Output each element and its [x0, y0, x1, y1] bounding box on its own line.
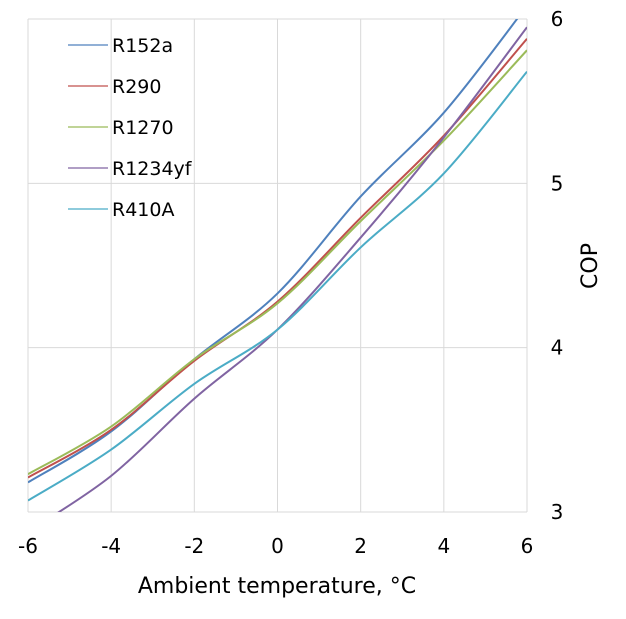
- legend-label: R290: [112, 76, 161, 98]
- y-tick-label: 3: [551, 500, 564, 524]
- series-line-r410a: [28, 70, 527, 502]
- series-line-r290: [28, 38, 527, 479]
- x-tick-labels: -6 -4 -2 0 2 4 6: [18, 534, 533, 558]
- legend-item-r410a: R410A: [68, 199, 174, 221]
- legend-label: R1234yf: [112, 158, 193, 180]
- x-tick-label: 6: [521, 534, 534, 558]
- x-tick-label: -6: [18, 534, 38, 558]
- legend: R152a R290 R1270 R1234yf R410A: [68, 35, 193, 221]
- legend-item-r290: R290: [68, 76, 161, 98]
- y-tick-label: 6: [551, 7, 564, 31]
- x-tick-label: 4: [437, 534, 450, 558]
- y-tick-labels: 3 4 5 6: [551, 7, 564, 524]
- legend-label: R410A: [112, 199, 174, 221]
- legend-label: R1270: [112, 117, 174, 139]
- legend-label: R152a: [112, 35, 173, 57]
- legend-item-r1270: R1270: [68, 117, 174, 139]
- x-tick-label: 0: [271, 534, 284, 558]
- series-lines: [28, 19, 527, 512]
- x-tick-label: -4: [101, 534, 121, 558]
- legend-item-r152a: R152a: [68, 35, 173, 57]
- y-tick-label: 5: [551, 171, 564, 195]
- x-tick-label: -2: [184, 534, 204, 558]
- x-tick-label: 2: [354, 534, 367, 558]
- y-tick-label: 4: [551, 336, 564, 360]
- x-axis-label: Ambient temperature, °C: [138, 574, 416, 599]
- y-axis-label: COP: [578, 243, 603, 289]
- grid: [27, 18, 528, 513]
- series-line-r1270: [28, 49, 527, 476]
- series-line-r152a: [28, 19, 519, 484]
- legend-item-r1234yf: R1234yf: [68, 158, 193, 180]
